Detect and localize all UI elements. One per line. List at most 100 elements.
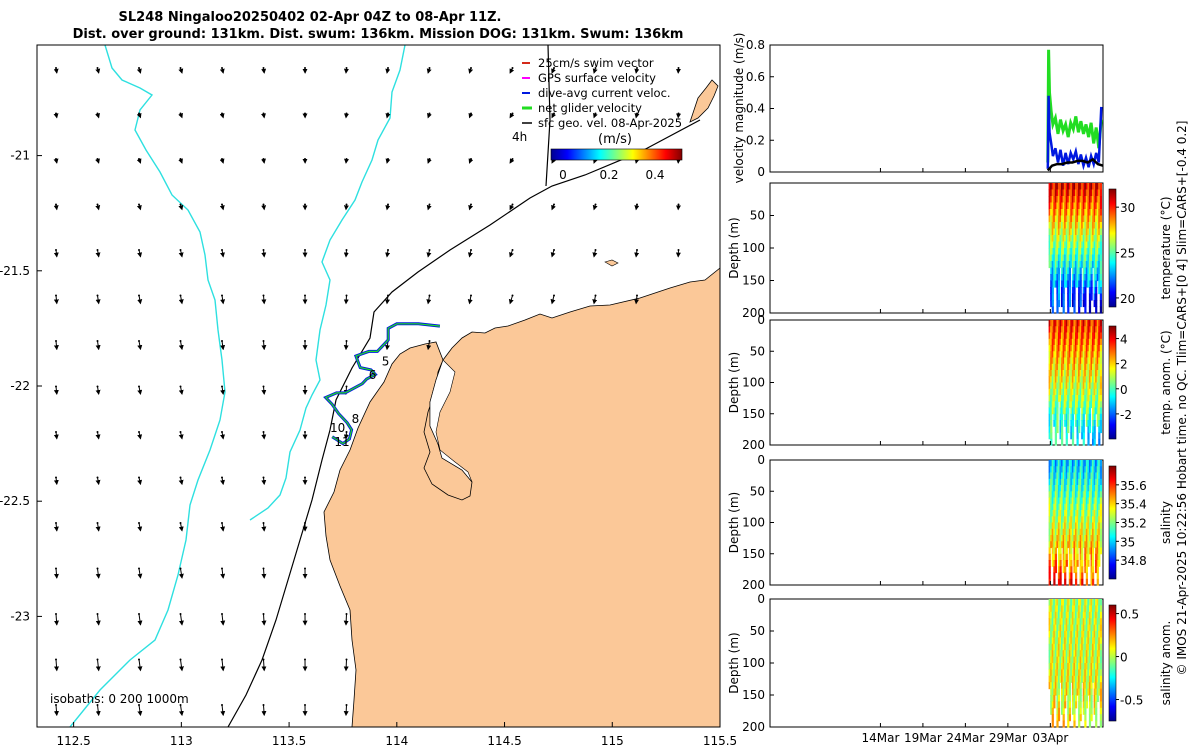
section-cell <box>1078 485 1081 492</box>
section-cell <box>1068 650 1071 658</box>
section-cell <box>1059 407 1062 415</box>
section-cell <box>1057 267 1061 275</box>
section-cell <box>1073 643 1076 651</box>
section-cell <box>1096 189 1099 197</box>
section-cell <box>1053 578 1056 586</box>
section-cell <box>1082 388 1085 396</box>
section-cell <box>1079 714 1082 722</box>
quiver-origin <box>387 158 389 160</box>
section-cell <box>1048 605 1051 613</box>
section-cell <box>1071 707 1075 715</box>
quiver-origin <box>345 249 348 251</box>
section-cell <box>1053 472 1056 480</box>
section-cell <box>1087 650 1090 658</box>
section-cell <box>1051 528 1054 536</box>
section-cell <box>1076 248 1079 256</box>
section-cell <box>1071 466 1075 474</box>
section-cell <box>1061 274 1064 282</box>
section-cell <box>1084 287 1087 295</box>
section-cell <box>1087 637 1090 645</box>
section-cell <box>1053 274 1056 282</box>
section-cell <box>1064 235 1067 243</box>
quiver-origin <box>470 158 472 160</box>
quiver-origin <box>304 613 306 615</box>
section-cell <box>1057 254 1061 262</box>
quiver-arrow <box>95 522 101 532</box>
section-cell <box>1073 535 1076 542</box>
section-cell <box>1095 720 1098 728</box>
quiver-arrow <box>95 704 101 717</box>
section-cell <box>1057 363 1061 371</box>
section-cell <box>1099 370 1102 377</box>
section-cell <box>1090 637 1093 645</box>
section-cell <box>1098 656 1101 664</box>
isobaths-label: isobaths: 0 200 1000m <box>50 692 189 706</box>
section-cell <box>1095 300 1098 308</box>
section-cell <box>1050 241 1053 249</box>
velocity-y-tick-label: 0.2 <box>746 133 765 147</box>
section-cell <box>1081 503 1084 511</box>
section-cell <box>1075 637 1078 645</box>
section-cell <box>1068 522 1071 530</box>
section-cell <box>1098 235 1101 243</box>
section-cell <box>1093 599 1096 606</box>
section-cell <box>1092 345 1095 352</box>
section-cell <box>1092 650 1095 658</box>
section-cell <box>1088 351 1092 359</box>
section-cell <box>1088 688 1092 696</box>
section-cell <box>1064 280 1067 288</box>
section-cell <box>1071 320 1075 327</box>
section-cell <box>1082 274 1085 282</box>
section-cell <box>1073 682 1076 690</box>
section-cell <box>1050 701 1053 709</box>
section-cell <box>1099 682 1102 690</box>
section-cell <box>1093 637 1096 645</box>
section-cell <box>1070 254 1073 262</box>
section-cell <box>1056 395 1059 402</box>
section-cell <box>1088 209 1092 217</box>
section-cell <box>1099 535 1102 542</box>
section-cell <box>1048 345 1051 352</box>
section-cell <box>1079 363 1082 371</box>
section-cell <box>1051 611 1054 619</box>
section-cell <box>1061 707 1064 715</box>
section-cell <box>1096 618 1099 626</box>
section-cell <box>1076 535 1079 542</box>
section-cell <box>1076 516 1079 524</box>
section-cell <box>1076 338 1079 346</box>
section-cell <box>1048 261 1051 269</box>
section-cell <box>1090 202 1093 210</box>
section-cell <box>1085 407 1088 415</box>
section-cell <box>1067 516 1070 524</box>
section-cell <box>1081 261 1084 269</box>
section-cell <box>1098 345 1101 352</box>
quiver-origin <box>345 112 348 115</box>
section-cell <box>1070 522 1073 530</box>
section-cell <box>1065 235 1068 243</box>
section-cell <box>1095 395 1098 402</box>
section-cell <box>1051 241 1054 249</box>
section-cell <box>1098 370 1101 377</box>
section-cell <box>1051 382 1054 390</box>
section-cell <box>1078 478 1081 486</box>
section-cell <box>1076 202 1079 210</box>
section-cell <box>1062 248 1065 256</box>
section-cell <box>1054 351 1057 359</box>
section-cell <box>1054 222 1057 230</box>
quiver-arrow <box>509 249 514 258</box>
section-cell <box>1071 407 1075 415</box>
section-cell <box>1070 643 1073 651</box>
section-cell <box>1075 466 1078 474</box>
section-cell <box>1050 248 1053 256</box>
section-cell <box>1067 420 1070 427</box>
quiver-arrow <box>550 295 556 305</box>
section-cell <box>1090 707 1093 715</box>
quiver-origin <box>179 112 182 115</box>
section-cell <box>1099 528 1102 536</box>
section-cell <box>1087 560 1090 567</box>
quiver-origin <box>345 340 348 342</box>
quiver-origin <box>138 613 140 615</box>
section-cell <box>1050 438 1053 446</box>
section-cell <box>1078 413 1081 421</box>
section-cell <box>1054 637 1057 645</box>
